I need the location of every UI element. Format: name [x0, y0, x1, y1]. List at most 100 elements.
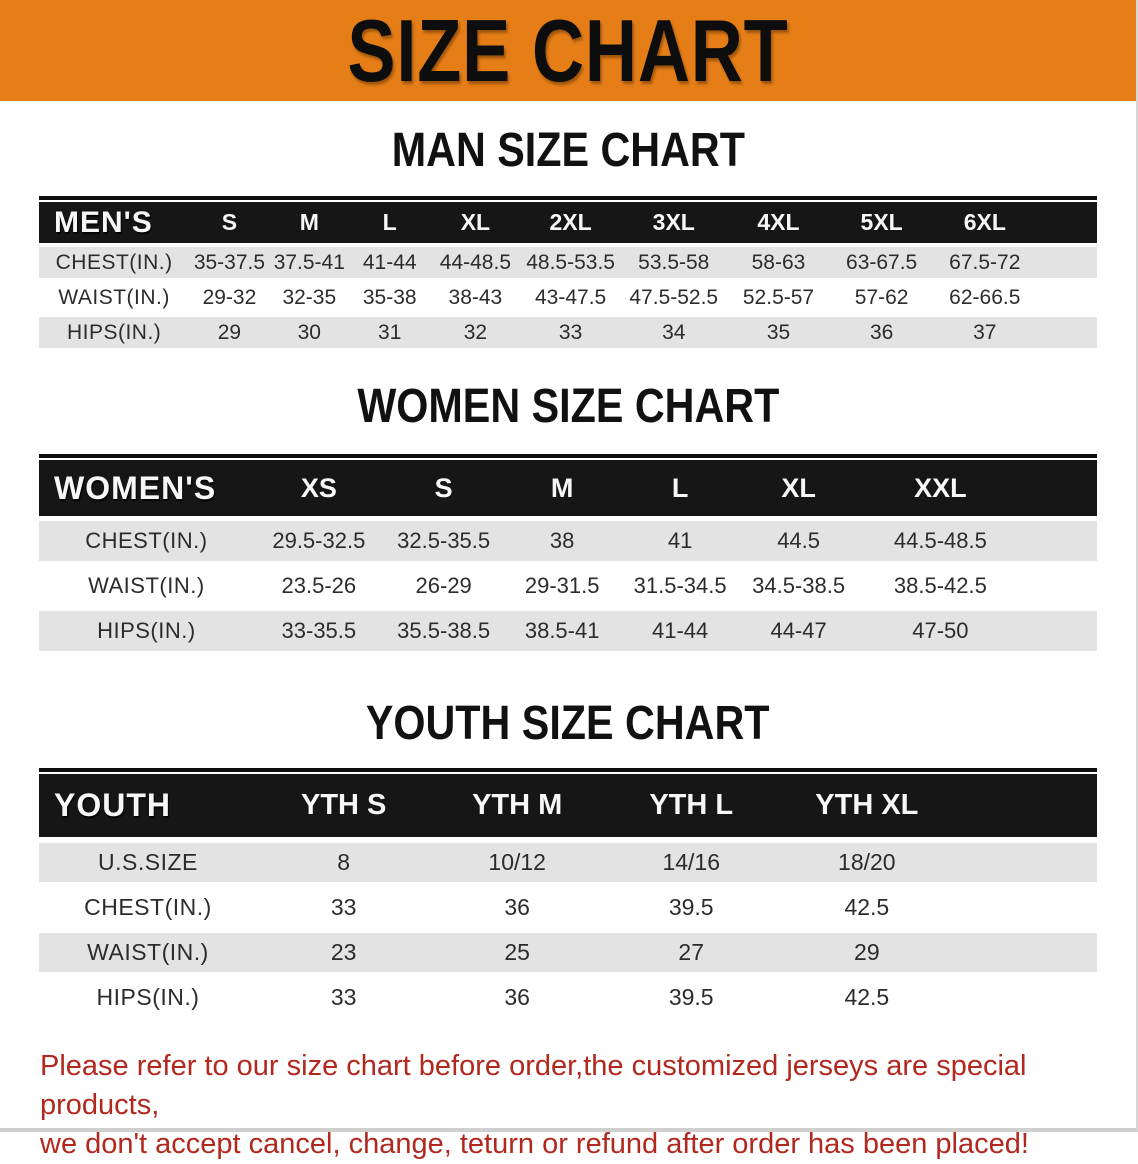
table-row: CHEST(IN.) 29.5-32.5 32.5-35.5 38 41 44.5 44.5… — [39, 521, 1097, 561]
table-row: WAIST(IN.) 29-32 32-35 35-38 38-43 43-47.5 47.… — [39, 282, 1097, 313]
value-cell: 67.5-72 — [949, 250, 1021, 274]
size-header-cell: M — [550, 472, 574, 503]
women-heading-text: WOMEN SIZE CHART — [357, 380, 779, 433]
value-cell: 38 — [549, 528, 575, 553]
youth-size-table: YOUTH YTH S YTH M YTH L YTH XL U.S.SIZE 8 10/12… — [39, 768, 1097, 1017]
value-cell: 29-32 — [202, 285, 257, 309]
value-cell: 29-31.5 — [524, 573, 600, 598]
value-cell: 29 — [217, 320, 242, 344]
value-cell: 44-48.5 — [439, 250, 512, 274]
value-cell: 31.5-34.5 — [633, 573, 727, 598]
youth-section-heading: YOUTH SIZE CHART — [0, 697, 1136, 750]
value-cell: 39.5 — [668, 984, 714, 1010]
size-header-cell: 4XL — [757, 209, 800, 235]
value-cell: 34 — [662, 320, 686, 344]
value-cell: 48.5-53.5 — [526, 250, 615, 274]
size-header-cell: S — [221, 209, 238, 235]
table-title-cell: WOMEN'S — [54, 469, 217, 506]
men-section-heading: MAN SIZE CHART — [0, 124, 1136, 177]
size-header-cell: XL — [781, 472, 816, 503]
value-cell: 37 — [973, 320, 997, 344]
value-cell: 36 — [869, 320, 894, 344]
value-cell: 41-44 — [362, 250, 417, 274]
value-cell: 53.5-58 — [638, 250, 710, 274]
value-cell: 36 — [504, 984, 530, 1010]
value-cell: 32-35 — [282, 285, 337, 309]
value-cell: 33 — [330, 984, 357, 1010]
value-cell: 35.5-38.5 — [397, 618, 491, 643]
table-row: HIPS(IN.) 33-35.5 35.5-38.5 38.5-41 41-44 44-… — [39, 611, 1097, 651]
banner-title: SIZE CHART — [347, 1, 789, 100]
size-header-cell: YTH XL — [815, 789, 919, 821]
size-header-cell: XXL — [914, 472, 967, 503]
table-row: WAIST(IN.) 23.5-26 26-29 29-31.5 31.5-34.5 34… — [39, 566, 1097, 606]
value-cell: 14/16 — [662, 849, 720, 875]
size-header-cell: 5XL — [860, 209, 903, 235]
value-cell: 35 — [766, 320, 791, 344]
value-cell: 62-66.5 — [949, 285, 1021, 309]
value-cell: 63-67.5 — [846, 250, 918, 274]
value-cell: 30 — [297, 320, 321, 344]
size-header-cell: 6XL — [963, 209, 1006, 235]
table-header-row: WOMEN'S XS S M L XL XXL — [39, 460, 1097, 516]
size-header-cell: XL — [460, 209, 491, 235]
row-label-cell: HIPS(IN.) — [97, 618, 196, 643]
row-label-cell: WAIST(IN.) — [87, 939, 209, 965]
value-cell: 32.5-35.5 — [397, 528, 491, 553]
value-cell: 36 — [504, 894, 530, 920]
size-header-cell: 2XL — [549, 209, 592, 235]
women-size-table: WOMEN'S XS S M L XL XXL CHEST(IN.) 29.5-32.5 32.5… — [39, 454, 1097, 651]
disclaimer-line-2: we don't accept cancel, change, teturn o… — [40, 1128, 1029, 1160]
youth-heading-text: YOUTH SIZE CHART — [366, 697, 770, 750]
table-title-cell: YOUTH — [54, 787, 171, 823]
table-row: CHEST(IN.) 33 36 39.5 42.5 — [39, 888, 1097, 927]
table-row: CHEST(IN.) 35-37.5 37.5-41 41-44 44-48.5 48.5… — [39, 247, 1097, 278]
value-cell: 25 — [504, 939, 530, 965]
banner: SIZE CHART — [0, 0, 1136, 101]
value-cell: 35-38 — [362, 285, 417, 309]
row-label-cell: HIPS(IN.) — [66, 320, 162, 344]
disclaimer-text: Please refer to our size chart before or… — [40, 1047, 1116, 1164]
row-label-cell: HIPS(IN.) — [96, 984, 200, 1010]
value-cell: 42.5 — [844, 984, 890, 1010]
value-cell: 42.5 — [844, 894, 890, 920]
value-cell: 47.5-52.5 — [629, 285, 719, 309]
row-label-cell: U.S.SIZE — [98, 849, 198, 875]
value-cell: 41 — [667, 528, 693, 553]
row-label-cell: WAIST(IN.) — [58, 285, 170, 309]
table-title-cell: MEN'S — [54, 205, 153, 239]
value-cell: 39.5 — [668, 894, 714, 920]
value-cell: 38.5-41 — [524, 618, 600, 643]
table-header-row: MEN'S S M L XL 2XL 3XL 4XL 5XL 6XL — [39, 202, 1097, 243]
size-header-cell: S — [434, 472, 453, 503]
value-cell: 23.5-26 — [281, 573, 357, 598]
value-cell: 57-62 — [854, 285, 909, 309]
table-row: HIPS(IN.) 33 36 39.5 42.5 — [39, 978, 1097, 1017]
value-cell: 58-63 — [751, 250, 806, 274]
value-cell: 31 — [378, 320, 402, 344]
disclaimer-line-1: Please refer to our size chart before or… — [40, 1050, 1027, 1121]
value-cell: 29 — [854, 939, 880, 965]
value-cell: 29.5-32.5 — [272, 528, 366, 553]
row-label-cell: CHEST(IN.) — [85, 528, 208, 553]
table-row: HIPS(IN.) 29 30 31 32 33 34 35 36 37 — [39, 317, 1097, 348]
size-header-cell: M — [299, 209, 319, 235]
women-section-heading: WOMEN SIZE CHART — [0, 380, 1136, 433]
value-cell: 38.5-42.5 — [893, 573, 987, 598]
row-label-cell: CHEST(IN.) — [55, 250, 173, 274]
table-header-row: YOUTH YTH S YTH M YTH L YTH XL — [39, 774, 1097, 837]
value-cell: 52.5-57 — [742, 285, 815, 309]
size-header-cell: YTH S — [300, 789, 387, 821]
table-row: WAIST(IN.) 23 25 27 29 — [39, 933, 1097, 972]
value-cell: 38-43 — [448, 285, 503, 309]
size-header-cell: YTH M — [472, 789, 563, 821]
value-cell: 27 — [678, 939, 705, 965]
size-header-cell: 3XL — [652, 209, 695, 235]
value-cell: 44.5 — [777, 528, 821, 553]
men-heading-text: MAN SIZE CHART — [391, 124, 745, 177]
row-label-cell: CHEST(IN.) — [84, 894, 212, 920]
value-cell: 35-37.5 — [193, 250, 266, 274]
value-cell: 37.5-41 — [273, 250, 345, 274]
value-cell: 34.5-38.5 — [752, 573, 846, 598]
